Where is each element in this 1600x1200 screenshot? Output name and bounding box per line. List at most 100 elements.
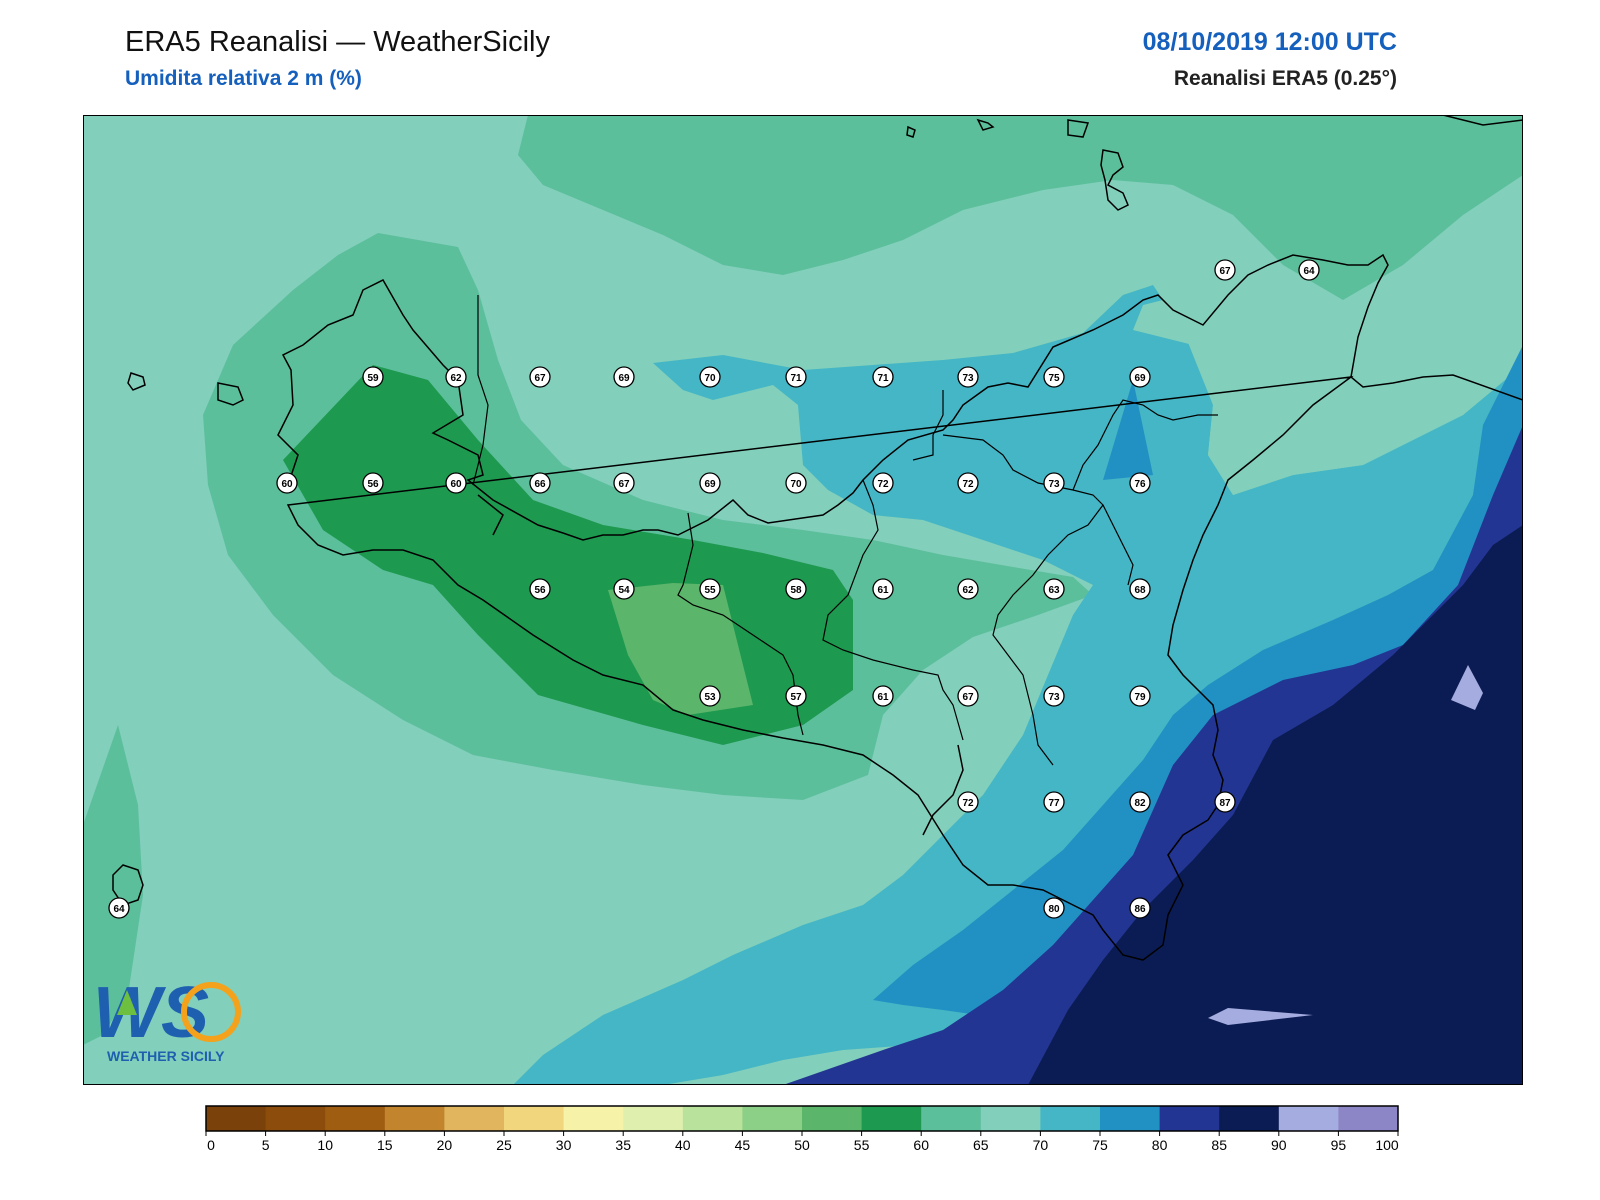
station-marker: 58 bbox=[785, 578, 807, 600]
station-value: 69 bbox=[1134, 373, 1146, 384]
colorbar-cell bbox=[682, 1106, 743, 1131]
station-marker: 86 bbox=[1129, 897, 1151, 919]
colorbar-tick-label: 15 bbox=[377, 1137, 393, 1153]
colorbar-cell bbox=[1338, 1106, 1399, 1131]
station-marker: 70 bbox=[785, 472, 807, 494]
colorbar-tick-label: 45 bbox=[735, 1137, 751, 1153]
station-value: 53 bbox=[704, 692, 716, 703]
colorbar-cell bbox=[623, 1106, 684, 1131]
station-marker: 73 bbox=[957, 366, 979, 388]
station-marker: 56 bbox=[529, 578, 551, 600]
colorbar-cell bbox=[325, 1106, 386, 1131]
colorbar-cell bbox=[384, 1106, 445, 1131]
colorbar-tick-label: 35 bbox=[615, 1137, 631, 1153]
station-value: 64 bbox=[113, 904, 125, 915]
station-marker: 75 bbox=[1043, 366, 1065, 388]
station-marker: 82 bbox=[1129, 791, 1151, 813]
station-marker: 53 bbox=[699, 685, 721, 707]
colorbar-cell bbox=[1040, 1106, 1101, 1131]
station-marker: 87 bbox=[1214, 791, 1236, 813]
station-value: 61 bbox=[877, 692, 889, 703]
colorbar-cell bbox=[742, 1106, 803, 1131]
source-label: Reanalisi ERA5 (0.25°) bbox=[1173, 67, 1397, 90]
station-marker: 56 bbox=[362, 472, 384, 494]
station-value: 68 bbox=[1134, 585, 1146, 596]
station-value: 72 bbox=[962, 479, 974, 490]
station-value: 60 bbox=[281, 479, 293, 490]
colorbar-ticks: 0 5 10 15 20 25 30 35 40 45 50 55 60 65 70 75 80 85 90 95 10… bbox=[205, 1131, 1399, 1153]
colorbar-tick-label: 85 bbox=[1211, 1137, 1227, 1153]
station-marker: 66 bbox=[529, 472, 551, 494]
station-marker: 67 bbox=[957, 685, 979, 707]
station-marker: 69 bbox=[613, 366, 635, 388]
station-value: 67 bbox=[1219, 266, 1231, 277]
station-marker: 73 bbox=[1043, 472, 1065, 494]
humidity-map: 59 62 67 69 70 71 71 73 75 69 60 56 60 66 67 69 70 72 72 73… bbox=[83, 115, 1523, 1085]
colorbar-tick-label: 30 bbox=[556, 1137, 572, 1153]
station-marker: 60 bbox=[445, 472, 467, 494]
colorbar-tick-label: 0 bbox=[207, 1137, 215, 1153]
station-value: 86 bbox=[1134, 904, 1146, 915]
station-value: 67 bbox=[534, 373, 546, 384]
station-value: 66 bbox=[534, 479, 546, 490]
colorbar-tick-label: 20 bbox=[437, 1137, 453, 1153]
station-marker: 72 bbox=[872, 472, 894, 494]
contour-fill bbox=[83, 115, 1523, 1085]
colorbar-tick-label: 60 bbox=[913, 1137, 929, 1153]
province-borders bbox=[472, 295, 1218, 766]
colorbar-tick-label: 55 bbox=[854, 1137, 870, 1153]
colorbar-tick-label: 95 bbox=[1331, 1137, 1347, 1153]
station-marker: 67 bbox=[529, 366, 551, 388]
colorbar-cell bbox=[861, 1106, 922, 1131]
colorbar-cell bbox=[206, 1106, 267, 1131]
colorbar-tick-label: 50 bbox=[794, 1137, 810, 1153]
station-marker: 64 bbox=[1298, 259, 1320, 281]
station-value: 62 bbox=[450, 373, 462, 384]
station-value: 59 bbox=[367, 373, 379, 384]
station-marker: 64 bbox=[108, 897, 130, 919]
map-title: ERA5 Reanalisi — WeatherSicily bbox=[125, 26, 550, 58]
colorbar-tick-label: 40 bbox=[675, 1137, 691, 1153]
colorbar-cell bbox=[444, 1106, 505, 1131]
colorbar-tick-label: 25 bbox=[496, 1137, 512, 1153]
station-marker: 76 bbox=[1129, 472, 1151, 494]
colorbar-tick-label: 90 bbox=[1271, 1137, 1287, 1153]
station-marker: 71 bbox=[872, 366, 894, 388]
station-value: 67 bbox=[618, 479, 630, 490]
station-marker: 71 bbox=[785, 366, 807, 388]
station-marker: 61 bbox=[872, 578, 894, 600]
station-value: 80 bbox=[1048, 904, 1060, 915]
station-marker: 73 bbox=[1043, 685, 1065, 707]
station-value: 69 bbox=[618, 373, 630, 384]
station-value: 73 bbox=[1048, 692, 1060, 703]
station-value: 69 bbox=[704, 479, 716, 490]
station-marker: 69 bbox=[1129, 366, 1151, 388]
station-value: 54 bbox=[618, 585, 630, 596]
station-value: 72 bbox=[962, 798, 974, 809]
station-marker: 68 bbox=[1129, 578, 1151, 600]
station-value: 76 bbox=[1134, 479, 1146, 490]
colorbar-cell bbox=[265, 1106, 326, 1131]
station-value: 82 bbox=[1134, 798, 1146, 809]
station-value: 71 bbox=[877, 373, 889, 384]
station-value: 73 bbox=[962, 373, 974, 384]
station-value: 70 bbox=[704, 373, 716, 384]
station-marker: 55 bbox=[699, 578, 721, 600]
station-value: 56 bbox=[534, 585, 546, 596]
station-value: 75 bbox=[1048, 373, 1060, 384]
station-value: 72 bbox=[877, 479, 889, 490]
station-marker: 72 bbox=[957, 472, 979, 494]
station-marker: 63 bbox=[1043, 578, 1065, 600]
station-marker: 72 bbox=[957, 791, 979, 813]
station-value: 57 bbox=[790, 692, 802, 703]
coastline bbox=[112, 115, 1523, 961]
colorbar-cell bbox=[1159, 1106, 1220, 1131]
station-value: 56 bbox=[367, 479, 379, 490]
station-marker: 67 bbox=[613, 472, 635, 494]
station-marker: 80 bbox=[1043, 897, 1065, 919]
station-value: 77 bbox=[1048, 798, 1060, 809]
colorbar-cell bbox=[802, 1106, 863, 1131]
station-value: 58 bbox=[790, 585, 802, 596]
station-value: 60 bbox=[450, 479, 462, 490]
station-marker: 61 bbox=[872, 685, 894, 707]
